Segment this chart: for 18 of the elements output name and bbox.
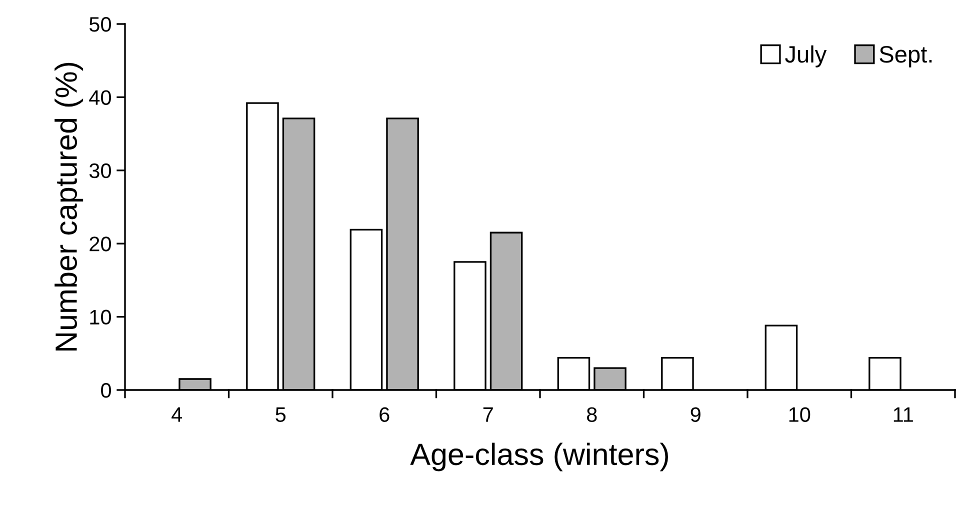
x-axis-title: Age-class (winters) <box>410 442 668 472</box>
x-tick-label: 7 <box>483 407 493 422</box>
legend-label: Sept. <box>880 46 932 68</box>
x-tick-label: 4 <box>172 407 182 422</box>
y-tick-label: 30 <box>89 163 111 178</box>
x-tick-label: 9 <box>690 407 700 422</box>
x-tick-label: 6 <box>380 407 390 422</box>
x-tick-label: 11 <box>894 407 913 422</box>
legend-label: July <box>785 45 827 68</box>
x-tick-label: 5 <box>276 407 286 422</box>
y-tick-label: 40 <box>89 90 111 105</box>
x-tick-label: 8 <box>586 407 597 422</box>
y-tick-label: 10 <box>90 310 111 325</box>
y-tick-label: 50 <box>89 17 111 32</box>
y-tick-label: 0 <box>101 383 111 398</box>
y-axis-title: Number captured (%) <box>54 62 84 351</box>
x-tick-label: 10 <box>789 407 810 422</box>
y-tick-label: 20 <box>90 236 111 252</box>
